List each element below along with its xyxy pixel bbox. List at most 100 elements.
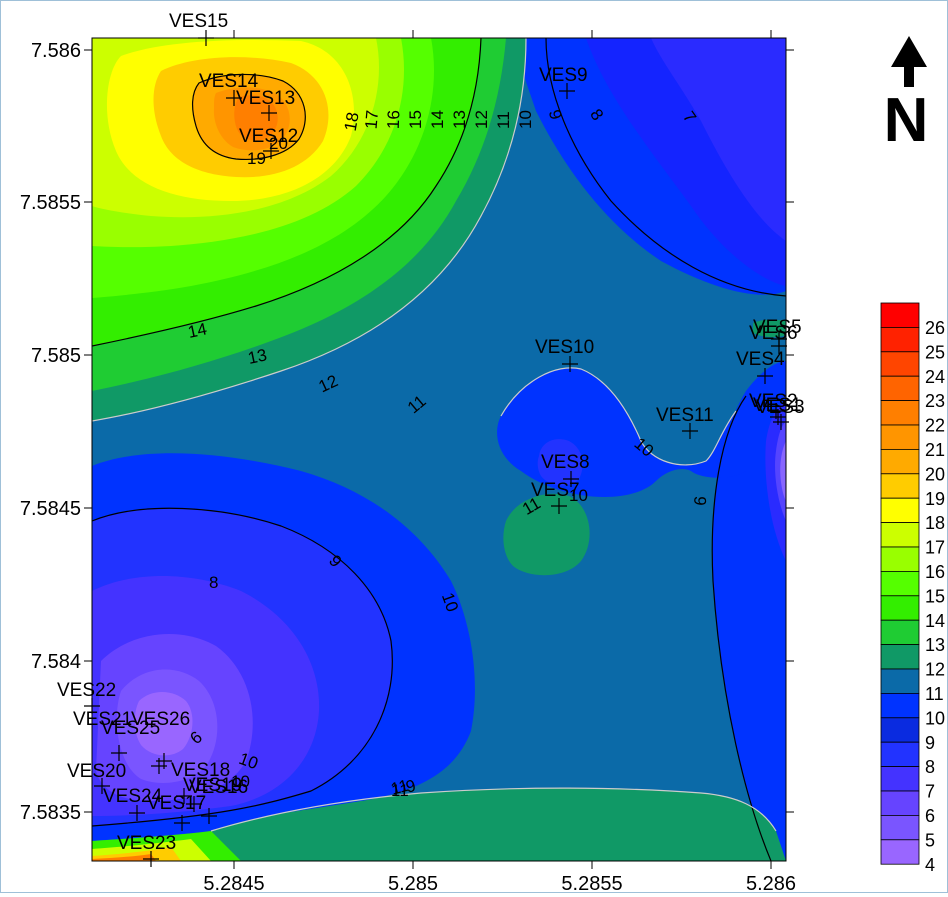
- station-label: VES13: [236, 88, 295, 109]
- legend-label: 26: [925, 318, 945, 338]
- legend-swatch: [880, 717, 920, 743]
- legend-swatch: [880, 815, 920, 841]
- contour-10-center: [500, 367, 737, 466]
- legend-swatch: [880, 619, 920, 646]
- legend-swatch: [880, 790, 920, 816]
- legend-label: 4: [925, 855, 935, 875]
- legend-label: 15: [925, 586, 945, 606]
- y-tick-label: 7.5855: [20, 192, 81, 214]
- legend-label: 22: [925, 416, 945, 436]
- contour-label: 13: [246, 345, 268, 368]
- legend-label: 25: [925, 342, 945, 362]
- station-label: VES24: [103, 786, 163, 807]
- legend-swatch: [880, 693, 920, 719]
- contour-label: 10: [569, 486, 588, 505]
- contour-lines: [92, 38, 786, 861]
- legend-label: 14: [925, 611, 945, 631]
- contour-label: 11: [391, 781, 409, 800]
- contour-label: 10: [516, 110, 535, 129]
- station-label: VES5: [753, 317, 802, 338]
- legend-swatch: [880, 839, 920, 865]
- contour-labels: 20 19 18 17 16 15 14 13 12 11 10 9 8 7 1…: [186, 105, 710, 800]
- legend-label: 18: [925, 513, 945, 533]
- fill-east-5-6: [780, 441, 786, 501]
- plot-border: [91, 37, 787, 862]
- station-labels: VES15 VES14 VES13 VES12 VES9 VES10 VES5 …: [57, 11, 805, 854]
- legend-label: 7: [925, 782, 935, 802]
- legend-swatch: [880, 448, 920, 475]
- plot-area: [92, 38, 786, 861]
- station-label: VES17: [147, 793, 206, 814]
- legend-swatch: [880, 522, 920, 548]
- station-label: VES21: [73, 709, 132, 730]
- fill-sw-high-4: [92, 854, 156, 861]
- legend-swatch: [880, 644, 920, 670]
- legend-swatch: [880, 741, 920, 768]
- legend-label: 11: [925, 684, 944, 704]
- fill-center-11-12: [503, 493, 590, 576]
- contour-label: 17: [362, 109, 383, 130]
- fill-east-green: [753, 319, 786, 338]
- contour-label: 20: [269, 134, 288, 153]
- contour-label: 14: [428, 110, 447, 129]
- legend-label: 5: [925, 830, 935, 850]
- y-tick-label: 7.5845: [20, 498, 81, 520]
- station-label: VES20: [67, 761, 126, 782]
- station-label: VES16: [189, 777, 248, 798]
- station-label: VES8: [541, 452, 590, 473]
- legend-label: 9: [925, 733, 935, 753]
- x-axis-labels: 5.2845 5.285 5.2855 5.286: [203, 873, 796, 895]
- station-label: VES7: [531, 480, 580, 501]
- legend-label: 20: [925, 464, 945, 484]
- contour-label: 18: [341, 111, 363, 133]
- contour-9-sw: [92, 507, 393, 827]
- contour-label: 11: [389, 776, 411, 799]
- legend-label: 12: [925, 660, 945, 680]
- legend-swatch: [880, 595, 920, 621]
- contour-label: 10: [231, 772, 250, 791]
- y-tick-label: 7.584: [31, 651, 81, 673]
- legend-label: 8: [925, 757, 935, 777]
- fill-ne-7-8: [651, 38, 786, 241]
- legend-swatch: [880, 668, 920, 694]
- legend-swatch: [880, 400, 920, 426]
- contour-11-south: [210, 787, 777, 832]
- station-label: VES1: [753, 395, 802, 416]
- station-label: VES19: [183, 775, 242, 796]
- contour-label: 19: [247, 149, 266, 168]
- station-label: VES26: [131, 709, 190, 730]
- station-label: VES2: [749, 391, 798, 412]
- fill-sw-high-3: [92, 847, 181, 861]
- fill-south-11-12: [92, 788, 786, 861]
- fill-nw-21-22: [234, 95, 278, 141]
- y-tick-label: 7.5835: [20, 802, 81, 824]
- y-tick-label: 7.586: [31, 40, 81, 62]
- station-label: VES18: [171, 760, 230, 781]
- contour-19: [192, 73, 306, 161]
- contour-label: 8: [209, 573, 218, 592]
- legend-label: 13: [925, 635, 945, 655]
- legend-label: 16: [925, 562, 945, 582]
- station-label: VES22: [57, 680, 116, 701]
- north-arrow-icon: [891, 36, 927, 87]
- station-label: VES11: [656, 405, 714, 426]
- legend-swatch: [880, 766, 920, 792]
- y-tick-label: 7.585: [31, 345, 81, 367]
- station-label: VES15: [169, 11, 228, 32]
- station-label: VES6: [749, 323, 798, 344]
- legend-label: 19: [925, 489, 945, 509]
- y-axis-labels: 7.586 7.5855 7.585 7.5845 7.584 7.5835: [20, 40, 81, 824]
- contour-9-east: [711, 395, 772, 861]
- north-arrow: N: [884, 36, 929, 155]
- station-label: VES14: [199, 71, 259, 92]
- contour-label: 14: [186, 319, 208, 342]
- north-arrow-letter: N: [884, 86, 929, 155]
- station-markers: [84, 30, 789, 867]
- contour-label: 16: [384, 110, 404, 130]
- station-label: VES3: [756, 397, 805, 418]
- x-tick-label: 5.286: [746, 873, 796, 892]
- contour-label: 12: [472, 110, 491, 129]
- contour-label: 11: [494, 111, 513, 129]
